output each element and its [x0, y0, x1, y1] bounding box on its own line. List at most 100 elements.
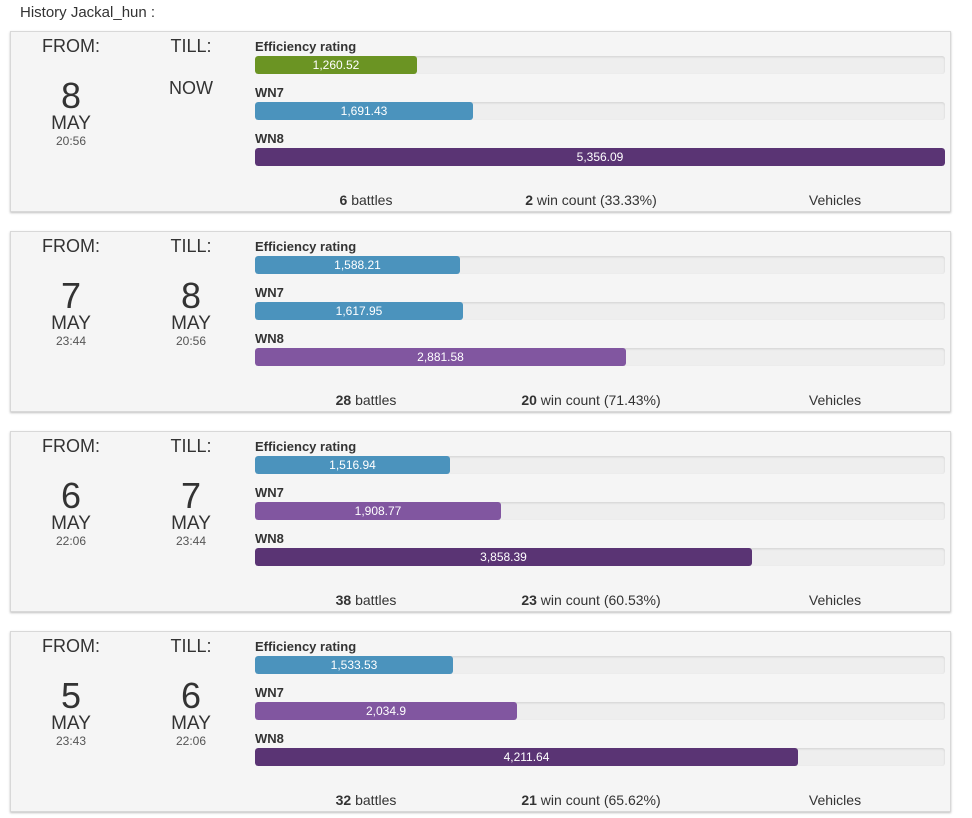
till-time: 23:44 — [175, 534, 207, 548]
from-month: MAY — [51, 513, 91, 534]
battles-count: 38 battles — [311, 592, 421, 608]
efficiency-value: 1,260.52 — [312, 58, 360, 72]
from-day: 6 — [60, 475, 82, 516]
from-month: MAY — [51, 113, 91, 134]
wn8-bar-track: 2,881.58 — [255, 348, 945, 366]
till-label: TILL: — [170, 36, 212, 56]
efficiency-bar-track: 1,588.21 — [255, 256, 945, 274]
from-time: 23:44 — [55, 334, 87, 348]
wn7-bar-fill: 1,691.43 — [255, 102, 473, 120]
till-column: TILL: 7 MAY 23:44 — [131, 432, 251, 582]
till-column: TILL: NOW — [131, 32, 251, 182]
till-now: NOW — [169, 78, 213, 98]
from-label: FROM: — [42, 36, 100, 56]
efficiency-label: Efficiency rating — [255, 39, 357, 54]
till-month: MAY — [171, 513, 211, 534]
history-card: FROM: 6 MAY 22:06 TILL: 7 MAY 23:44 Efficiency r… — [10, 431, 951, 612]
wins-suffix: win count — [540, 792, 600, 808]
wn8-value: 4,211.64 — [503, 750, 550, 764]
wins-number: 2 — [525, 192, 534, 208]
battles-suffix: battles — [355, 392, 397, 408]
from-column: FROM: 8 MAY 20:56 — [11, 32, 131, 182]
wn8-bar-fill: 3,858.39 — [255, 548, 752, 566]
wn8-label: WN8 — [255, 731, 284, 746]
till-day: 7 — [180, 475, 202, 516]
from-month: MAY — [51, 313, 91, 334]
wn8-bar-track: 5,356.09 — [255, 148, 945, 166]
battles-suffix: battles — [351, 192, 393, 208]
wn8-label: WN8 — [255, 331, 284, 346]
vehicles-link[interactable]: Vehicles — [808, 592, 862, 608]
win-percentage: (60.53%) — [603, 592, 661, 608]
wn8-label: WN8 — [255, 531, 284, 546]
wins-suffix: win count — [540, 392, 600, 408]
wn7-bar-fill: 2,034.9 — [255, 702, 517, 720]
history-card: FROM: 8 MAY 20:56 TILL: NOW Efficiency rating 1… — [10, 31, 951, 212]
history-card: FROM: 7 MAY 23:44 TILL: 8 MAY 20:56 Efficiency r… — [10, 231, 951, 412]
wn7-label: WN7 — [255, 85, 284, 100]
efficiency-bar-fill: 1,533.53 — [255, 656, 453, 674]
win-percentage: (65.62%) — [603, 792, 661, 808]
battles-number: 38 — [335, 592, 352, 608]
till-month: MAY — [171, 713, 211, 734]
wn7-bar-track: 1,691.43 — [255, 102, 945, 120]
till-day: 6 — [180, 675, 202, 716]
efficiency-label: Efficiency rating — [255, 239, 357, 254]
battles-number: 32 — [335, 792, 352, 808]
wn7-bar-track: 2,034.9 — [255, 702, 945, 720]
efficiency-bar-track: 1,533.53 — [255, 656, 945, 674]
efficiency-bar-track: 1,260.52 — [255, 56, 945, 74]
from-label: FROM: — [42, 236, 100, 256]
battles-number: 28 — [335, 392, 352, 408]
efficiency-bar-fill: 1,260.52 — [255, 56, 417, 74]
from-label: FROM: — [42, 436, 100, 456]
wn7-label: WN7 — [255, 285, 284, 300]
wn8-value: 5,356.09 — [576, 150, 624, 164]
wn7-bar-track: 1,617.95 — [255, 302, 945, 320]
wn8-bar-fill: 2,881.58 — [255, 348, 626, 366]
win-percentage: (71.43%) — [603, 392, 661, 408]
vehicles-link[interactable]: Vehicles — [808, 792, 862, 808]
win-count: 21 win count (65.62%) — [491, 792, 691, 808]
wn8-bar-fill: 5,356.09 — [255, 148, 945, 166]
from-day: 5 — [60, 675, 82, 716]
from-label: FROM: — [42, 636, 100, 656]
wn7-value: 1,691.43 — [340, 104, 388, 118]
vehicles-link[interactable]: Vehicles — [808, 392, 862, 408]
efficiency-label: Efficiency rating — [255, 439, 357, 454]
till-label: TILL: — [170, 236, 212, 256]
till-time: 20:56 — [175, 334, 207, 348]
till-column: TILL: 8 MAY 20:56 — [131, 232, 251, 382]
wn7-bar-track: 1,908.77 — [255, 502, 945, 520]
from-column: FROM: 7 MAY 23:44 — [11, 232, 131, 382]
win-count: 2 win count (33.33%) — [491, 192, 691, 208]
efficiency-label: Efficiency rating — [255, 639, 357, 654]
wn8-value: 2,881.58 — [417, 350, 464, 364]
till-label: TILL: — [170, 636, 212, 656]
wn7-bar-fill: 1,617.95 — [255, 302, 463, 320]
wn8-bar-track: 3,858.39 — [255, 548, 945, 566]
win-percentage: (33.33%) — [599, 192, 657, 208]
wn8-value: 3,858.39 — [480, 550, 527, 564]
battles-suffix: battles — [355, 792, 397, 808]
win-count: 20 win count (71.43%) — [491, 392, 691, 408]
history-card: FROM: 5 MAY 23:43 TILL: 6 MAY 22:06 Efficiency r… — [10, 631, 951, 812]
wn7-label: WN7 — [255, 485, 284, 500]
wn8-bar-track: 4,211.64 — [255, 748, 945, 766]
page-title: History Jackal_hun : — [20, 4, 156, 21]
from-column: FROM: 6 MAY 22:06 — [11, 432, 131, 582]
from-day: 7 — [60, 275, 82, 316]
wins-suffix: win count — [536, 192, 597, 208]
from-time: 22:06 — [55, 534, 87, 548]
till-time: 22:06 — [175, 734, 207, 748]
efficiency-value: 1,588.21 — [334, 258, 381, 272]
till-column: TILL: 6 MAY 22:06 — [131, 632, 251, 782]
from-month: MAY — [51, 713, 91, 734]
vehicles-link[interactable]: Vehicles — [808, 192, 862, 208]
wn7-bar-fill: 1,908.77 — [255, 502, 501, 520]
from-column: FROM: 5 MAY 23:43 — [11, 632, 131, 782]
wn7-value: 2,034.9 — [365, 704, 407, 718]
wins-number: 23 — [521, 592, 537, 608]
battles-number: 6 — [339, 192, 348, 208]
wins-number: 20 — [521, 392, 537, 408]
